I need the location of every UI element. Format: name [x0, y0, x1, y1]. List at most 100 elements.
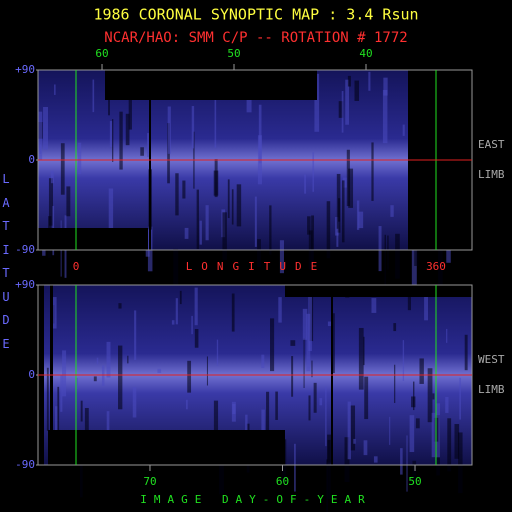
image-streak [275, 391, 278, 420]
image-streak [331, 313, 335, 374]
y-axis-label: LATITUDE [2, 172, 10, 351]
image-streak [196, 189, 199, 250]
image-streak [146, 133, 151, 157]
image-streak [427, 368, 433, 423]
image-streak [278, 297, 282, 323]
image-streak [175, 173, 179, 216]
image-streak [304, 174, 307, 194]
image-streak [118, 303, 122, 309]
image-streak [325, 386, 327, 447]
image-streak [363, 336, 365, 366]
image-streak [279, 240, 284, 274]
image-streak [432, 393, 435, 400]
image-streak [371, 142, 374, 201]
image-streak [307, 216, 311, 235]
image-streak [92, 79, 95, 113]
image-streak [214, 84, 217, 148]
image-streak [206, 356, 208, 386]
image-streak [438, 230, 443, 288]
image-streak [358, 211, 364, 229]
image-streak [348, 168, 354, 208]
image-streak [412, 460, 417, 484]
image-streak [306, 313, 311, 372]
image-streak [393, 323, 397, 332]
side-label: EAST [478, 138, 505, 151]
image-streak [60, 143, 65, 195]
image-streak [43, 106, 49, 150]
image-streak [199, 220, 202, 245]
image-streak [79, 453, 83, 498]
image-streak [185, 399, 188, 410]
image-streak [347, 401, 351, 460]
image-streak [108, 91, 110, 116]
image-streak [308, 290, 312, 352]
image-streak [341, 180, 345, 243]
image-streak [373, 456, 378, 463]
image-streak [106, 341, 111, 378]
image-streak [459, 377, 461, 420]
image-streak [447, 418, 452, 472]
image-streak [258, 104, 262, 164]
image-streak [394, 364, 396, 404]
image-streak [38, 111, 43, 161]
x-tick-label: 70 [143, 475, 156, 488]
image-streak [395, 233, 400, 279]
image-streak [231, 189, 234, 225]
image-streak [291, 356, 294, 397]
image-streak [363, 440, 368, 456]
image-streak [66, 186, 71, 217]
image-streak [227, 179, 230, 219]
image-streak [140, 147, 144, 156]
image-streak [290, 340, 296, 346]
image-streak [191, 315, 193, 335]
image-streak [342, 177, 347, 188]
side-label: LIMB [478, 168, 505, 181]
x-tick-label: 60 [95, 47, 108, 60]
image-streak [347, 75, 351, 87]
image-streak [454, 424, 460, 459]
x-tick-label: 50 [408, 475, 421, 488]
image-streak [336, 228, 339, 247]
image-streak [327, 321, 333, 327]
y-tick-label: 0 [28, 368, 35, 381]
subtitle: NCAR/HAO: SMM C/P -- ROTATION # 1772 [104, 30, 407, 46]
x-axis-label: IMAGE DAY-OF-YEAR [140, 493, 372, 506]
image-streak [358, 327, 364, 390]
image-streak [446, 328, 448, 343]
image-streak [464, 334, 468, 371]
image-streak [80, 400, 83, 422]
image-streak [257, 239, 261, 267]
image-streak [319, 398, 323, 406]
image-streak [312, 152, 315, 192]
image-streak [39, 144, 41, 154]
x2-tick-label: 0 [73, 260, 80, 273]
x-tick-label: 60 [276, 475, 289, 488]
image-streak [345, 79, 350, 125]
image-streak [270, 318, 275, 372]
image-streak [308, 395, 311, 421]
image-streak [213, 400, 219, 446]
image-streak [389, 416, 391, 445]
image-streak [119, 111, 123, 170]
image-streak [341, 91, 344, 133]
image-streak [194, 287, 198, 326]
image-streak [171, 320, 175, 325]
image-streak [62, 350, 67, 397]
image-streak [112, 119, 114, 162]
image-streak [445, 397, 449, 413]
image-streak [406, 435, 408, 492]
image-streak [424, 285, 429, 321]
image-mask [38, 228, 148, 250]
image-streak [60, 375, 63, 412]
image-streak [106, 411, 110, 433]
title: 1986 CORONAL SYNOPTIC MAP : 3.4 Rsun [93, 6, 418, 24]
y-tick-label: -90 [15, 243, 35, 256]
image-streak [266, 391, 270, 435]
image-streak [314, 73, 320, 132]
image-streak [167, 106, 171, 154]
y-tick-label: +90 [15, 63, 35, 76]
image-streak [409, 415, 415, 453]
image-streak [179, 290, 182, 305]
side-label: WEST [478, 353, 505, 366]
